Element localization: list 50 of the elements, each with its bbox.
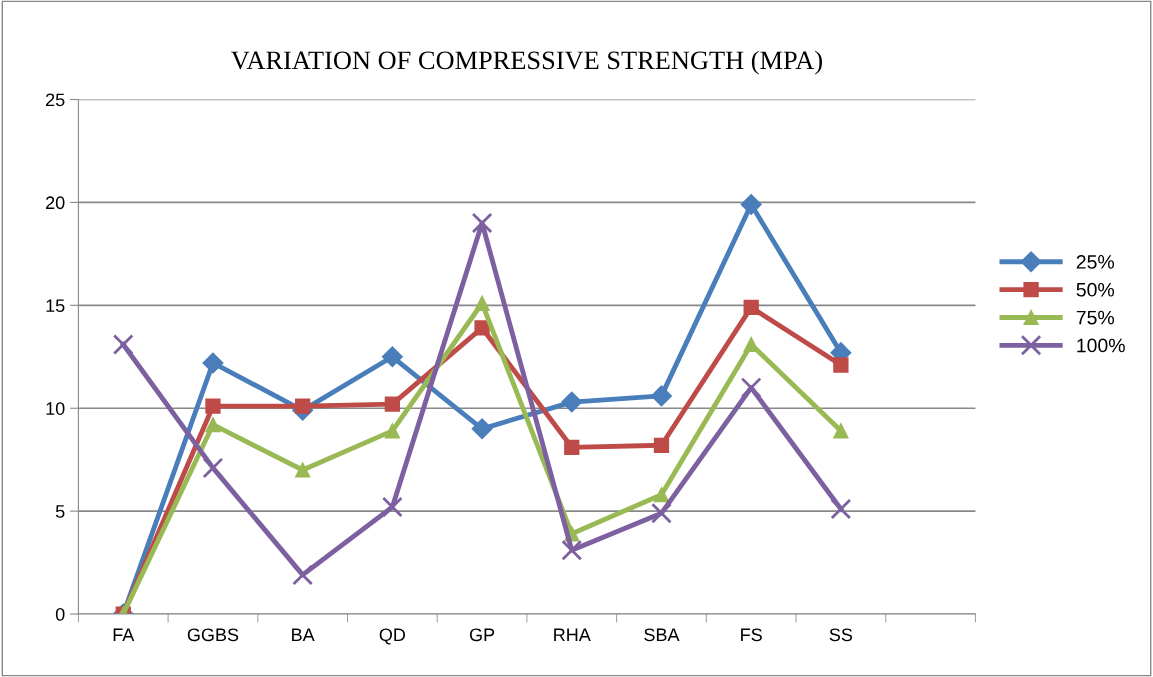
point xyxy=(650,385,672,407)
legend-label: 50% xyxy=(1076,282,1115,297)
point xyxy=(830,498,852,520)
y-tick-label: 5 xyxy=(55,505,65,518)
point xyxy=(561,539,583,561)
point xyxy=(833,357,849,373)
legend-label: 75% xyxy=(1076,310,1115,325)
point xyxy=(384,423,401,439)
y-tick-label: 0 xyxy=(55,607,65,621)
chart-title: VARIATION OF COMPRESSIVE STRENGTH (MPA) xyxy=(231,50,822,75)
point xyxy=(653,487,670,503)
x-tick-label: FS xyxy=(741,628,762,642)
x-tick-label: QD xyxy=(379,628,406,645)
point xyxy=(471,418,493,440)
point xyxy=(651,502,672,524)
point xyxy=(564,439,580,455)
point xyxy=(740,377,762,399)
point xyxy=(112,334,134,355)
point xyxy=(743,299,759,316)
point xyxy=(381,496,403,518)
x-tick-label: RHA xyxy=(554,628,591,642)
point xyxy=(740,193,762,215)
y-tick-label: 10 xyxy=(46,402,65,415)
legend-label: 100% xyxy=(1077,338,1125,353)
x-tick-label: SS xyxy=(829,628,853,642)
point xyxy=(205,398,221,414)
x-tick-label: BA xyxy=(292,628,315,642)
point xyxy=(295,462,311,478)
y-tick-label: 15 xyxy=(46,299,65,313)
point xyxy=(295,398,311,414)
x-tick-label: GP xyxy=(469,628,495,642)
point xyxy=(205,417,221,433)
legend-label: 25% xyxy=(1076,255,1115,269)
x-tick-label: GGBS xyxy=(187,628,239,642)
point xyxy=(292,564,314,586)
point xyxy=(202,457,224,479)
point xyxy=(743,336,759,353)
point xyxy=(561,391,583,413)
point xyxy=(381,346,403,368)
point xyxy=(202,352,224,374)
y-tick-label: 20 xyxy=(46,196,65,210)
y-tick-label: 25 xyxy=(46,93,65,107)
point xyxy=(384,396,401,412)
point xyxy=(471,212,493,234)
x-tick-label: SBA xyxy=(644,628,680,642)
point xyxy=(833,423,849,439)
point xyxy=(474,320,490,336)
point xyxy=(653,437,670,453)
point xyxy=(474,295,490,311)
x-tick-label: FA xyxy=(113,628,135,642)
